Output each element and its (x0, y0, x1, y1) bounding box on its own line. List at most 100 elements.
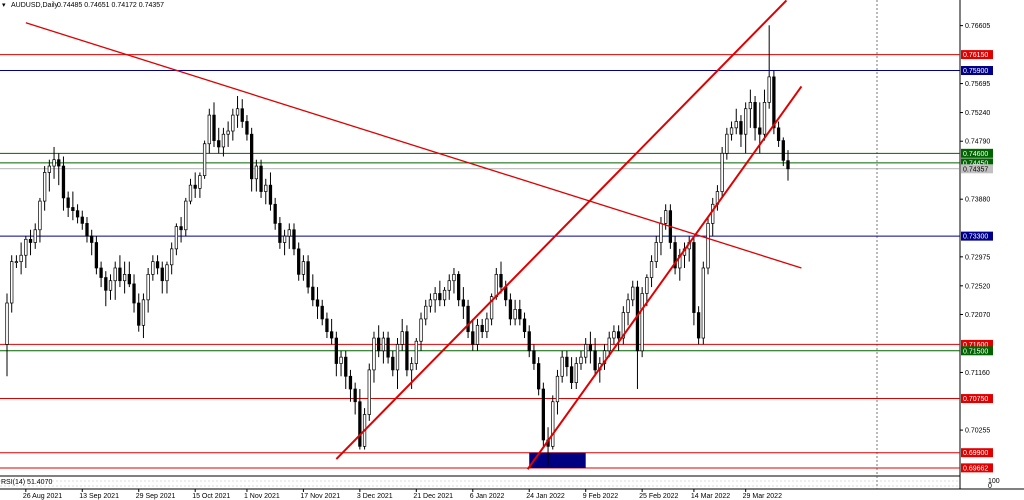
time-tick-label: 26 Aug 2021 (23, 493, 62, 500)
candle-body (616, 331, 621, 339)
candle-body (217, 140, 221, 148)
candle-body (734, 121, 738, 129)
candle-body (61, 165, 66, 199)
time-tick-label: 24 Jan 2022 (526, 493, 565, 500)
candle-body (649, 261, 654, 278)
candle-body (198, 175, 202, 189)
menu-icon[interactable]: ▾ (2, 2, 6, 9)
rsi-min-label: 0 (988, 483, 992, 490)
candle-body (701, 267, 705, 339)
candle-body (696, 312, 701, 339)
candle-body (104, 277, 108, 291)
level-price-badge (961, 346, 993, 356)
candle-body (489, 296, 494, 320)
candle-body (334, 337, 338, 364)
candle-body (711, 203, 715, 224)
candle-body (358, 401, 362, 447)
candle-body (132, 283, 136, 304)
candle-body (626, 299, 630, 313)
candle-body (391, 356, 395, 371)
candle-body (471, 331, 475, 345)
candle-body (47, 165, 51, 173)
candle-body (584, 344, 588, 358)
candle-body (165, 264, 169, 282)
candle-body (409, 363, 414, 371)
candle-body (532, 350, 536, 364)
time-tick-label: 15 Oct 2021 (192, 493, 230, 500)
level-price-badge (961, 394, 993, 404)
candle-body (485, 318, 489, 333)
level-price-badge (961, 66, 993, 76)
candle-body (315, 299, 320, 307)
candle-body (753, 102, 757, 129)
candle-body (720, 152, 724, 192)
trendline (335, 0, 788, 460)
level-price-label: 0.74450 (963, 160, 988, 167)
candle-body (297, 248, 301, 275)
level-price-label: 0.75900 (963, 68, 988, 75)
level-price-label: 0.69662 (963, 465, 988, 472)
level-price-badge (961, 339, 993, 349)
time-tick-label: 9 Feb 2022 (583, 493, 619, 500)
candle-body (513, 309, 517, 320)
candle-body (508, 299, 513, 320)
candle-body (494, 273, 498, 297)
time-tick-label: 3 Dec 2021 (357, 493, 393, 500)
candle-body (560, 356, 564, 377)
candle-body (127, 273, 131, 285)
candle-body (673, 242, 677, 269)
candle-body (188, 184, 193, 202)
candle-body (475, 324, 480, 345)
candle-body (612, 331, 616, 339)
candle-body (758, 127, 762, 135)
candle-body (66, 197, 70, 208)
level-price-badge (961, 50, 993, 60)
candle-body (692, 242, 696, 313)
rsi-max-label: 100 (988, 478, 1000, 485)
candle-body (541, 388, 545, 441)
level-price-label: 0.70750 (963, 396, 988, 403)
candle-body (155, 261, 160, 269)
candle-body (744, 108, 748, 135)
level-price-badge (961, 448, 993, 458)
candle-body (221, 133, 226, 148)
candle-body (5, 302, 9, 345)
candle-body (207, 114, 211, 145)
level-price-label: 0.71600 (963, 342, 988, 349)
candle-body (522, 318, 527, 333)
level-price-badge (961, 231, 993, 241)
candle-body (442, 289, 447, 301)
time-tick-label: 1 Nov 2021 (244, 493, 280, 500)
candle-body (273, 203, 277, 224)
candle-body (466, 305, 470, 333)
candle-body (14, 261, 19, 263)
candle-body (645, 277, 649, 294)
candle-body (250, 133, 254, 180)
candle-body (518, 309, 522, 320)
candle-body (767, 76, 771, 103)
current-price-label: 0.74357 (963, 166, 988, 173)
candle-body (344, 356, 348, 377)
candle-body (151, 261, 155, 275)
candle-body (94, 242, 99, 269)
candle-body (593, 350, 597, 371)
candle-body (433, 293, 437, 301)
candle-body (179, 226, 183, 231)
price-tick-label: 0.72070 (965, 312, 990, 319)
candle-body (85, 223, 89, 237)
candle-body (405, 331, 409, 371)
price-tick-label: 0.75695 (965, 81, 990, 88)
candle-body (555, 375, 560, 403)
candle-body (424, 305, 428, 320)
candle-body (212, 114, 216, 141)
trendlines (25, 0, 803, 470)
candle-body (287, 229, 291, 237)
support-zone (529, 452, 586, 468)
candle-body (499, 273, 503, 288)
candle-body (226, 130, 230, 135)
time-tick-label: 21 Dec 2021 (413, 493, 453, 500)
candle-body (113, 267, 117, 282)
candle-body (311, 286, 315, 301)
